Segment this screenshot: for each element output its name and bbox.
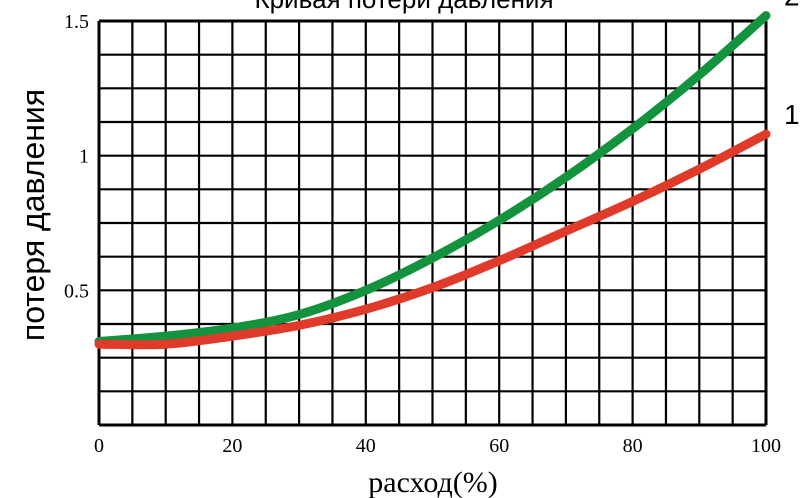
x-axis-label: расход(%) bbox=[368, 466, 497, 498]
series-layer bbox=[94, 11, 771, 350]
x-tick-label: 80 bbox=[623, 435, 643, 457]
y-axis-label: потеря давления bbox=[15, 89, 51, 341]
x-tick-labels: 0 20 40 60 80 100 bbox=[94, 435, 781, 457]
x-tick-label: 40 bbox=[356, 435, 376, 457]
y-tick-labels: 0.5 1 1.5 bbox=[64, 11, 89, 302]
series-labels: 12 bbox=[784, 0, 800, 130]
x-tick-label: 60 bbox=[489, 435, 509, 457]
series-line-2 bbox=[94, 11, 771, 347]
series-line-1 bbox=[94, 129, 771, 350]
x-tick-label: 100 bbox=[751, 435, 781, 457]
chart-title: Кривая потери давления bbox=[254, 0, 553, 14]
grid bbox=[97, 19, 768, 427]
series-label-1: 1 bbox=[784, 99, 800, 130]
y-tick-label: 1 bbox=[79, 146, 89, 168]
x-tick-label: 20 bbox=[222, 435, 242, 457]
y-tick-label: 0.5 bbox=[64, 280, 89, 302]
y-tick-label: 1.5 bbox=[64, 11, 89, 33]
x-tick-label: 0 bbox=[94, 435, 104, 457]
series-label-2: 2 bbox=[784, 0, 800, 12]
